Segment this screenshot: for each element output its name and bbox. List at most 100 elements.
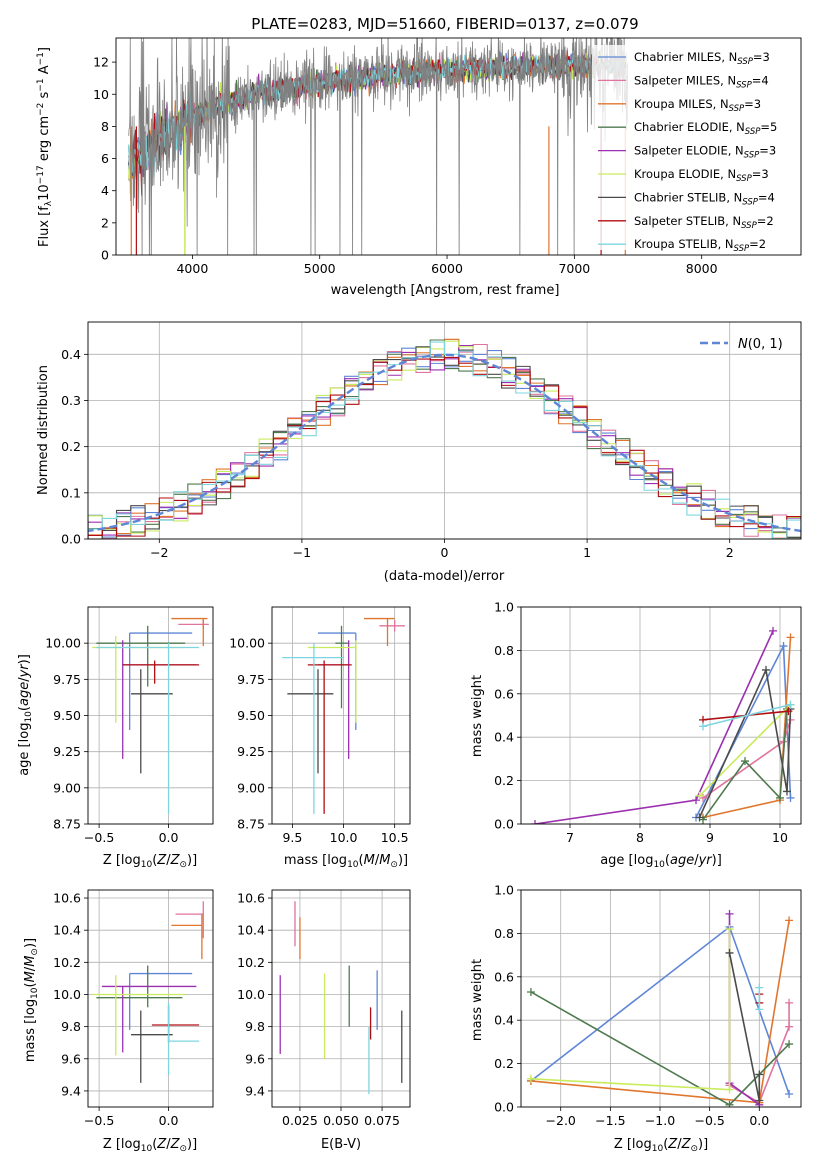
y-tick-label: 9.6	[245, 1051, 265, 1066]
y-tick-label: 2	[101, 215, 109, 230]
x-tick-label: 0.025	[282, 1113, 318, 1128]
axes-frame	[520, 889, 802, 1108]
y-tick-label: 1.0	[494, 883, 514, 898]
x-axis-label: age [log10(age/yr)]	[600, 853, 722, 870]
y-tick-label: 0.8	[494, 926, 514, 941]
marker-chabrier-stelib	[762, 665, 770, 674]
marker-chabrier-stelib	[755, 1096, 764, 1105]
x-tick-label: −0.5	[694, 1113, 724, 1128]
y-tick-label: 4	[101, 183, 109, 198]
x-tick-label: −1.5	[595, 1113, 625, 1128]
axes-mass-vs-z: −0.5 0.0 9.4 9.6 9.8 10.0 10.2 10.4 10.6 Z [log10…	[23, 889, 214, 1154]
y-tick-label: 10.6	[53, 891, 81, 906]
x-tick-label: −2.0	[546, 1113, 576, 1128]
errorbar-salpeter-elodie	[101, 985, 197, 1053]
errorbar-kroupa-stelib	[167, 1002, 200, 1075]
axes-frame	[271, 606, 411, 825]
marker-salpeter-elodie	[531, 820, 539, 824]
y-tick-label: 12	[93, 55, 109, 70]
x-tick-label: 10.0	[330, 830, 358, 845]
x-tick-label: 5000	[304, 261, 336, 276]
y-axis-label: age [log10(age/yr)]	[17, 654, 34, 776]
errorbar-kroupa-elodie	[92, 975, 186, 1056]
errorbar-salpeter-miles	[175, 901, 204, 939]
x-axis-label: Z [log10(Z/Z⊙)]	[103, 1137, 197, 1154]
x-tick-label: 1	[583, 545, 591, 560]
y-tick-label: 0.2	[61, 439, 81, 454]
marker-chabrier-elodie	[725, 1100, 734, 1107]
y-tick-label: 0.1	[61, 485, 81, 500]
y-axis-label: Flux [fλ10−17 erg cm−2 s−1 A−1]	[36, 47, 54, 247]
x-axis-label: E(B-V)	[321, 1137, 361, 1152]
x-tick-label: 0.0	[159, 830, 179, 845]
axes-frame	[271, 889, 411, 1108]
y-tick-label: 10.6	[237, 891, 265, 906]
marker-salpeter-miles	[785, 998, 794, 1007]
x-tick-label: −1	[293, 545, 311, 560]
y-tick-label: 9.75	[53, 672, 81, 687]
legend-label-salpeter-miles: Salpeter MILES, NSSP=4	[634, 73, 769, 90]
x-axis-label: mass [log10(M/M⊙)]	[284, 853, 408, 870]
errorbar-salpeter-miles	[178, 620, 209, 629]
y-tick-label: 1.0	[494, 600, 514, 615]
axes-mass-vs-ebv: 0.025 0.050 0.075 9.4 9.6 9.8 10.0 10.2 10.4 10.6…	[237, 889, 411, 1152]
y-tick-label: 0.0	[61, 532, 81, 547]
x-tick-label: 10	[772, 830, 788, 845]
legend-label-kroupa-miles: Kroupa MILES, NSSP=3	[634, 97, 761, 114]
y-tick-label: 0.6	[494, 686, 514, 701]
y-tick-label: 10.00	[229, 636, 265, 651]
legend-box	[592, 45, 797, 250]
y-tick-label: 0.0	[494, 1100, 514, 1115]
y-tick-label: 0.2	[494, 773, 514, 788]
x-tick-label: 8000	[686, 261, 718, 276]
marker-kroupa-stelib	[755, 983, 764, 992]
axes-weight-vs-age: 7 8 9 10 0.0 0.2 0.4 0.6 0.8 1.0 age [log10(age/yr…	[470, 600, 802, 870]
y-tick-label: 10	[93, 87, 109, 102]
series-line-kroupa-miles	[702, 637, 792, 819]
x-tick-label: 0.075	[364, 1113, 400, 1128]
marker-chabrier-stelib	[725, 948, 734, 957]
legend-label-chabrier-elodie: Chabrier ELODIE, NSSP=5	[634, 120, 777, 137]
y-tick-label: 9.4	[61, 1083, 81, 1098]
legend-label-salpeter-stelib: Salpeter STELIB, NSSP=2	[634, 214, 774, 231]
x-tick-label: 0	[441, 545, 449, 560]
marker-kroupa-elodie	[695, 791, 704, 800]
axes-age-vs-z: −0.5 0.0 8.75 9.00 9.25 9.50 9.75 10.00 Z [log10…	[17, 606, 214, 870]
marker-chabrier-stelib	[695, 813, 704, 822]
y-tick-label: 10.00	[45, 636, 81, 651]
y-tick-label: 9.00	[237, 780, 265, 795]
y-tick-label: 0.2	[494, 1056, 514, 1071]
y-axis-label: Normed distribution	[36, 365, 51, 495]
y-tick-label: 10.0	[237, 987, 265, 1002]
legend-label-kroupa-stelib: Kroupa STELIB, NSSP=2	[634, 237, 766, 254]
marker-salpeter-elodie	[692, 796, 700, 805]
y-tick-label: 10.2	[53, 955, 81, 970]
marker-chabrier-stelib	[755, 1070, 764, 1079]
marker-chabrier-stelib	[783, 787, 791, 796]
marker-chabrier-elodie	[785, 1040, 794, 1049]
y-tick-label: 0.4	[494, 1013, 514, 1028]
plot-area	[282, 617, 405, 814]
errorbar-salpeter-miles	[379, 620, 405, 632]
errorbar-kroupa-stelib	[96, 643, 200, 814]
marker-kroupa-elodie	[725, 1085, 734, 1094]
x-tick-label: 10.5	[381, 830, 409, 845]
chart-title: PLATE=0283, MJD=51660, FIBERID=0137, z=0…	[251, 15, 638, 33]
axes-spectrum: 4000 5000 6000 7000 8000 0 2 4 6 8 10 12 Chabrier MI…	[36, 37, 802, 298]
marker-salpeter-elodie	[725, 909, 734, 918]
data-spectrum-line	[128, 38, 628, 255]
y-axis-label: mass weight	[470, 675, 485, 757]
y-tick-label: 0.4	[61, 347, 81, 362]
y-tick-label: 9.50	[53, 708, 81, 723]
series-line-chabrier-stelib	[728, 952, 761, 1101]
y-tick-label: 9.8	[245, 1019, 265, 1034]
errorbar-kroupa-miles	[171, 914, 203, 960]
x-tick-label: 0.050	[323, 1113, 359, 1128]
y-tick-label: 8.75	[237, 817, 265, 832]
x-axis-label: Z [log10(Z/Z⊙)]	[614, 1137, 708, 1154]
series-line-chabrier-elodie	[702, 708, 788, 821]
marker-chabrier-elodie	[526, 987, 535, 996]
legend-label-salpeter-elodie: Salpeter ELODIE, NSSP=3	[634, 144, 776, 161]
errorbar-salpeter-stelib	[122, 660, 200, 684]
marker-chabrier-miles	[779, 642, 788, 651]
